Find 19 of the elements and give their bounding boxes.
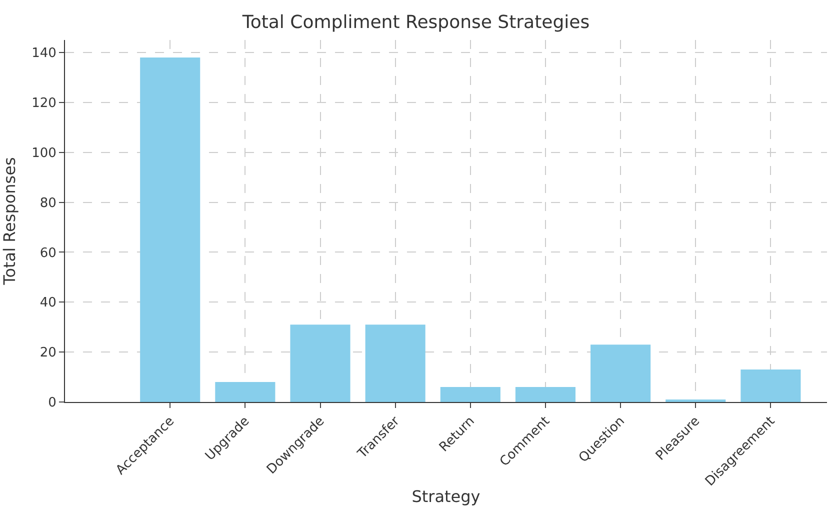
- chart-title: Total Compliment Response Strategies: [241, 12, 590, 33]
- y-tick-label: 40: [40, 296, 56, 311]
- bar: [140, 57, 200, 402]
- y-tick-label: 120: [32, 96, 56, 111]
- bar: [515, 387, 576, 402]
- bar: [440, 387, 500, 402]
- bar: [740, 370, 801, 402]
- y-tick-label: 100: [32, 146, 56, 161]
- bar: [365, 324, 426, 402]
- y-tick-label: 140: [32, 46, 56, 62]
- bar: [215, 382, 276, 402]
- y-axis-title: Total Responses: [0, 157, 19, 286]
- y-tick-label: 80: [40, 196, 56, 211]
- y-tick-label: 0: [48, 396, 56, 411]
- x-axis-title: Strategy: [412, 487, 480, 506]
- y-tick-label: 20: [40, 346, 56, 361]
- y-tick-label: 60: [40, 246, 56, 261]
- bar: [290, 324, 350, 402]
- bar: [590, 344, 651, 402]
